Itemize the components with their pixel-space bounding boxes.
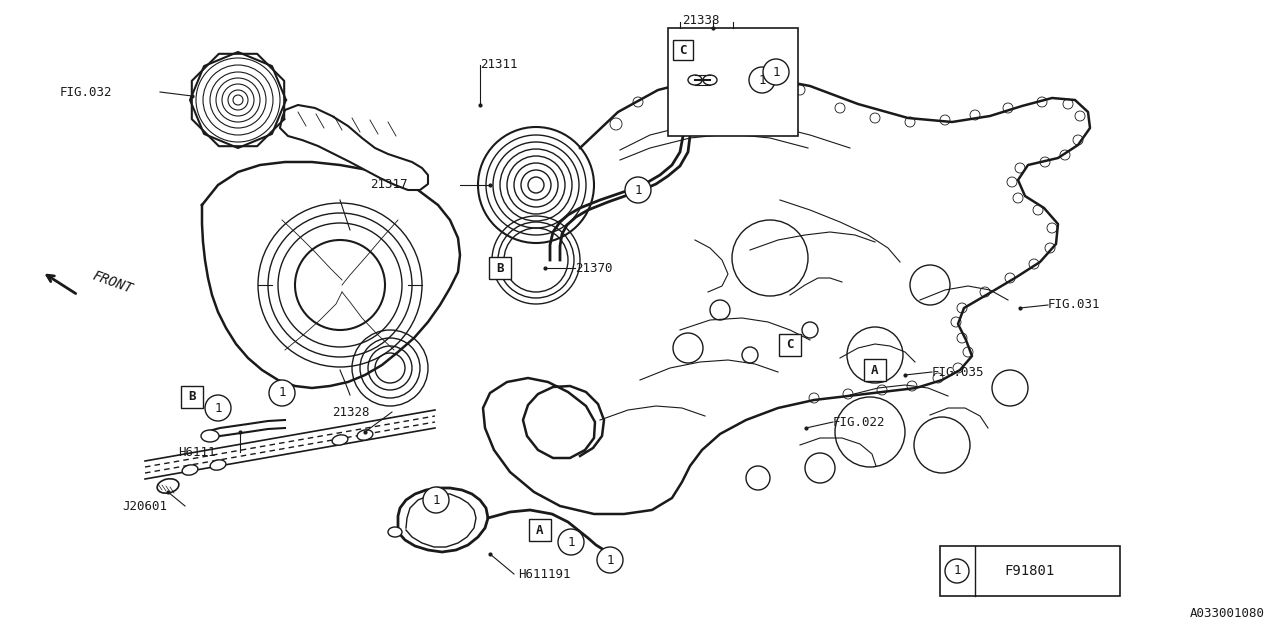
Ellipse shape <box>210 460 225 470</box>
Circle shape <box>558 529 584 555</box>
Text: B: B <box>188 390 196 403</box>
Text: 1: 1 <box>772 65 780 79</box>
Polygon shape <box>280 105 428 190</box>
Text: FRONT: FRONT <box>90 268 134 296</box>
Text: A: A <box>872 364 879 376</box>
Text: 21370: 21370 <box>575 262 613 275</box>
Circle shape <box>625 177 652 203</box>
Ellipse shape <box>388 527 402 537</box>
Text: FIG.035: FIG.035 <box>932 365 984 378</box>
Text: 1: 1 <box>758 74 765 86</box>
Text: 21338: 21338 <box>682 13 719 26</box>
Text: FIG.031: FIG.031 <box>1048 298 1101 312</box>
Circle shape <box>269 380 294 406</box>
Text: H6111: H6111 <box>178 445 215 458</box>
Circle shape <box>205 395 230 421</box>
Text: F91801: F91801 <box>1005 564 1055 578</box>
Text: 1: 1 <box>635 184 641 196</box>
Bar <box>180 386 204 408</box>
Text: J20601: J20601 <box>122 499 166 513</box>
Text: 1: 1 <box>214 401 221 415</box>
Bar <box>489 257 511 279</box>
Ellipse shape <box>332 435 348 445</box>
Bar <box>529 519 550 541</box>
Text: 21328: 21328 <box>332 406 370 419</box>
Circle shape <box>763 59 788 85</box>
Ellipse shape <box>603 550 617 560</box>
Text: C: C <box>786 339 794 351</box>
Text: FIG.022: FIG.022 <box>833 415 886 429</box>
Bar <box>673 40 692 60</box>
Bar <box>668 28 797 136</box>
Text: C: C <box>680 44 687 56</box>
Text: FIG.032: FIG.032 <box>60 86 113 99</box>
Ellipse shape <box>564 535 579 545</box>
Circle shape <box>596 547 623 573</box>
Ellipse shape <box>357 430 372 440</box>
Text: 1: 1 <box>433 493 440 506</box>
Circle shape <box>945 559 969 583</box>
Text: 1: 1 <box>567 536 575 548</box>
Text: 1: 1 <box>954 564 961 577</box>
Ellipse shape <box>689 75 701 85</box>
Bar <box>780 334 801 356</box>
Text: 21317: 21317 <box>370 179 407 191</box>
Text: 1: 1 <box>278 387 285 399</box>
Ellipse shape <box>703 75 717 85</box>
Text: 21311: 21311 <box>480 58 517 72</box>
Text: A: A <box>536 524 544 536</box>
Text: B: B <box>497 262 504 275</box>
Text: H611191: H611191 <box>518 568 571 580</box>
Ellipse shape <box>157 479 179 493</box>
Bar <box>940 546 1120 596</box>
Ellipse shape <box>182 465 198 475</box>
Ellipse shape <box>201 430 219 442</box>
Bar <box>864 359 886 381</box>
Circle shape <box>749 67 774 93</box>
Text: 1: 1 <box>607 554 613 566</box>
Circle shape <box>422 487 449 513</box>
Text: A033001080: A033001080 <box>1190 607 1265 620</box>
